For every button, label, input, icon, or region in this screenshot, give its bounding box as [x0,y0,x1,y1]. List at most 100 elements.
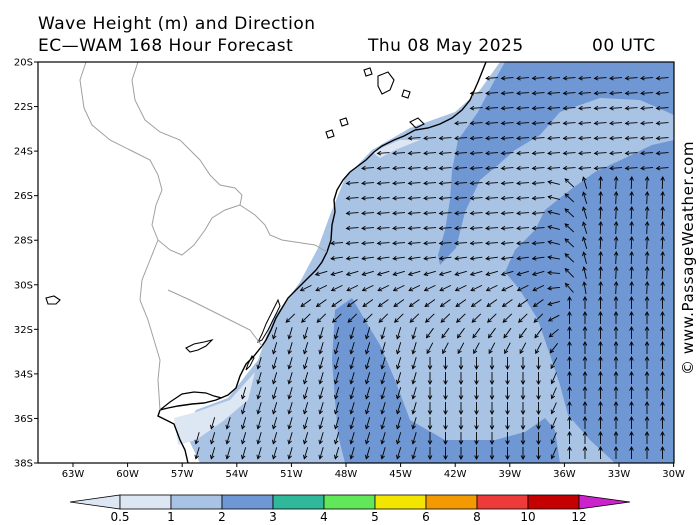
lon-tick-label: 33W [608,469,631,480]
wave-arrow [562,135,576,141]
wave-arrow [485,256,498,261]
wave-arrow [489,447,495,460]
wave-arrow [361,180,375,186]
wave-arrow [644,176,650,190]
wave-arrow [485,210,499,216]
wave-arrow [380,447,386,460]
wave-arrow [456,313,466,323]
wave-arrow [582,206,588,219]
wave-arrow [438,150,452,156]
wave-arrow [613,431,619,444]
wave-arrow [644,341,650,354]
wave-arrow [582,431,588,444]
wave-arrow [438,240,452,246]
wave-arrow [660,236,665,250]
wave-arrow [660,266,665,280]
wave-arrow [547,150,561,156]
wave-arrow [531,90,545,96]
wave-arrow [598,446,603,459]
chart-title: Wave Height (m) and Direction [38,14,316,34]
wave-arrow [593,90,607,96]
wave-arrow [629,251,634,265]
wave-arrow [395,357,402,370]
wave-arrow [629,401,634,414]
wave-arrow [660,191,665,205]
wave-arrow [271,357,278,370]
wave-arrow [613,446,619,459]
wave-arrow [578,120,592,126]
wave-arrow [485,120,499,126]
wave-arrow [517,299,529,308]
wave-arrow [380,357,386,370]
wave-arrow [316,313,327,323]
wave-arrow [256,357,262,370]
wave-arrow [423,270,436,276]
wave-arrow [660,311,665,324]
wave-arrow [629,311,634,324]
wave-arrow [302,327,309,340]
wave-arrow [299,284,312,292]
wave-arrow [407,150,421,156]
wave-arrow [504,342,511,355]
lon-tick-label: 60W [116,469,139,480]
wave-arrow [489,387,495,400]
wave-arrow [427,447,433,460]
wave-arrow [598,431,603,444]
wave-arrow [349,387,355,400]
wave-arrow [500,225,514,231]
inland-lake [185,338,214,353]
wave-arrow [536,417,541,430]
wave-arrow [438,135,452,141]
wave-arrow [287,447,293,460]
wave-arrow [660,356,665,369]
wave-arrow [458,387,464,400]
wave-arrow [287,372,293,385]
wave-arrow [624,120,638,126]
wave-arrow [609,135,623,141]
wave-arrow [531,120,545,126]
wave-arrow [470,299,482,308]
wave-arrow [345,256,359,261]
wave-arrow [427,372,433,385]
wave-arrow [361,165,375,171]
wave-arrow [550,387,557,400]
wave-arrow [609,105,623,111]
wave-band-2-3m-north [438,62,674,265]
wave-arrow [473,342,480,355]
wave-arrow [582,386,588,399]
wave-arrow [582,221,588,234]
wave-arrow [454,240,468,246]
lat-tick-label: 32S [14,325,33,336]
wave-arrow [485,225,499,231]
wave-arrow [364,372,371,385]
wave-arrow [474,432,479,445]
wave-arrow [302,402,309,415]
wave-arrow [407,270,421,276]
wave-arrow [240,447,247,460]
river-plate [159,391,223,411]
wave-arrow [500,135,514,141]
wave-arrow [547,120,561,126]
wave-arrow [500,90,514,96]
wave-arrow [582,401,588,414]
lat-tick-label: 30S [14,280,33,291]
wave-arrow [330,256,343,261]
wave-arrow [516,75,530,81]
wave-arrow [454,150,468,156]
wave-arrow [454,195,468,201]
wave-arrow [613,191,619,205]
wave-arrow [361,284,374,292]
wave-arrow [536,387,541,400]
wave-arrow [500,120,514,126]
wave-arrow [364,402,371,415]
wave-arrow [644,446,650,459]
wave-arrow [395,432,402,445]
country-borders [79,62,328,411]
wave-arrow [536,432,541,445]
wave-arrow [547,195,560,200]
wave-arrow [582,416,588,429]
wave-arrow [302,432,309,445]
wave-arrow [427,417,433,430]
wave-arrow [458,447,464,460]
wave-arrow [489,372,495,385]
